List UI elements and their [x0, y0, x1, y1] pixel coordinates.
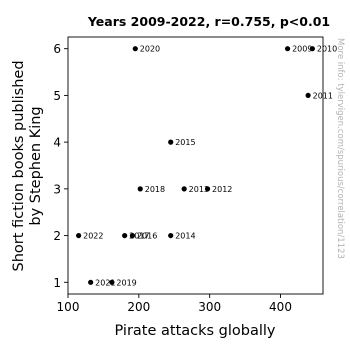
y-axis-label-line-2: by Stephen King	[28, 106, 44, 225]
data-point	[137, 186, 143, 192]
y-tick-label: 1	[53, 276, 61, 290]
x-tick-label: 200	[127, 300, 150, 314]
plot-area	[67, 36, 324, 295]
y-tick-label: 6	[53, 42, 61, 56]
data-point	[309, 46, 315, 52]
data-point	[122, 232, 128, 239]
data-point	[181, 186, 187, 192]
data-point-label: 2015	[175, 138, 195, 147]
x-tick-label: 100	[57, 300, 80, 314]
y-axis: 1 2 3 4 5 6	[53, 42, 68, 290]
data-point-label: 2019	[116, 278, 136, 287]
data-point	[204, 186, 211, 192]
data-point-label: 2021	[95, 278, 115, 287]
data-point	[132, 46, 138, 52]
chart-title: Years 2009-2022, r=0.755, p<0.01	[87, 14, 330, 29]
data-point-label: 2020	[140, 45, 160, 54]
watermark-text: More info: tylervigen.com/spurious/corre…	[335, 38, 345, 259]
y-tick-label: 4	[53, 136, 61, 150]
data-point	[76, 232, 82, 239]
y-axis-label-line-1: Short fiction books published	[11, 60, 27, 271]
y-tick-label: 3	[53, 182, 61, 196]
data-point-label: 2017	[129, 232, 149, 241]
data-point-label: 2018	[145, 185, 165, 194]
data-points: 2009 201020112012201320142015201620172018…	[76, 45, 337, 287]
data-point	[129, 232, 136, 239]
data-point-label: 2014	[175, 232, 195, 241]
data-point	[305, 92, 311, 99]
plot-border	[67, 36, 324, 295]
y-tick-label: 5	[53, 89, 61, 103]
y-tick-label: 2	[53, 229, 61, 243]
data-point-label: 2009	[292, 45, 312, 54]
data-point	[168, 139, 174, 145]
data-point	[109, 279, 115, 285]
data-point-label: 2012	[212, 185, 232, 194]
x-axis: 100 200 300 400	[57, 294, 292, 314]
x-tick-label: 300	[198, 300, 221, 314]
data-point-label: 2011	[313, 91, 333, 100]
data-point-label: 2022	[83, 232, 103, 241]
x-axis-label: Pirate attacks globally	[114, 323, 275, 339]
x-tick-label: 400	[269, 300, 292, 314]
data-point-label: 2016	[137, 232, 157, 241]
data-point-label: 2010	[317, 45, 337, 54]
data-point-label: 2013	[189, 185, 209, 194]
data-point	[168, 232, 174, 239]
y-axis-label: Short fiction books published by Stephen…	[11, 60, 44, 271]
data-point	[88, 279, 94, 285]
data-point	[284, 46, 291, 52]
